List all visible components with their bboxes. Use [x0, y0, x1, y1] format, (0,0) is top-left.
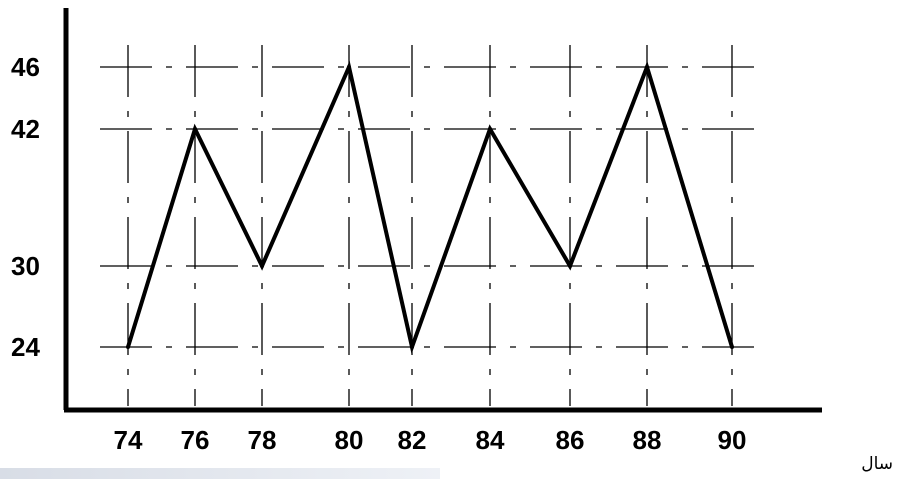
y-tick-label-42: 42 — [11, 114, 40, 144]
x-tick-labels: 74 76 78 80 82 84 86 88 90 — [114, 425, 747, 455]
gridlines — [100, 45, 760, 406]
bottom-strip — [0, 468, 440, 479]
series-line — [126, 60, 734, 355]
y-tick-labels: 46 42 30 24 — [11, 52, 40, 362]
data-point-78 — [260, 264, 264, 268]
data-point-84 — [488, 127, 492, 131]
data-point-76 — [193, 127, 197, 131]
x-tick-label-86: 86 — [556, 425, 585, 455]
axes — [63, 8, 822, 413]
y-tick-label-30: 30 — [11, 251, 40, 281]
data-point-88 — [645, 65, 649, 69]
data-point-80 — [347, 65, 351, 69]
data-point-82 — [410, 345, 414, 349]
x-axis-label: سال — [861, 454, 893, 474]
x-tick-label-82: 82 — [398, 425, 427, 455]
x-tick-label-84: 84 — [476, 425, 505, 455]
series — [126, 60, 734, 355]
data-point-90 — [730, 345, 734, 349]
x-tick-label-88: 88 — [633, 425, 662, 455]
data-point-86 — [568, 264, 572, 268]
y-tick-label-24: 24 — [11, 332, 40, 362]
y-tick-label-46: 46 — [11, 52, 40, 82]
x-tick-label-90: 90 — [718, 425, 747, 455]
x-tick-label-74: 74 — [114, 425, 143, 455]
x-tick-label-78: 78 — [248, 425, 277, 455]
data-point-74 — [126, 345, 130, 349]
x-tick-label-80: 80 — [335, 425, 364, 455]
x-tick-label-76: 76 — [181, 425, 210, 455]
